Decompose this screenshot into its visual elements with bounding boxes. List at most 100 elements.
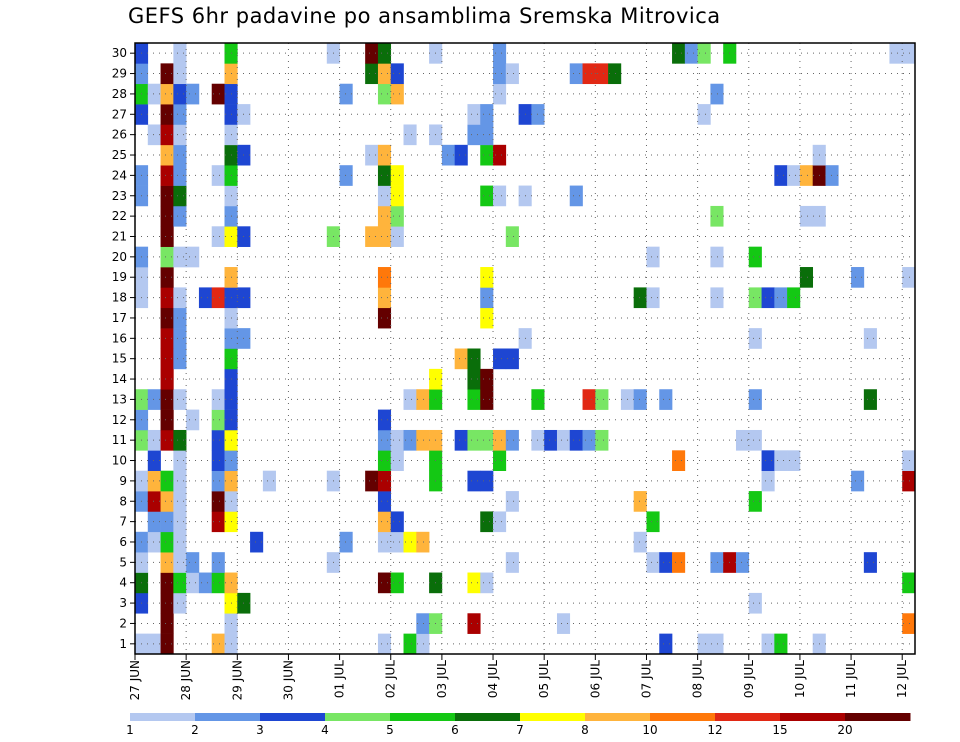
heatmap-cell [480, 124, 494, 146]
heatmap-cell [211, 165, 225, 186]
heatmap-cell [160, 368, 174, 390]
heatmap-cell [173, 429, 187, 451]
heatmap-cell [160, 205, 174, 227]
heatmap-cell [505, 552, 519, 573]
heatmap-cell [147, 83, 161, 105]
heatmap-cell [697, 43, 711, 64]
y-tick-label: 21 [112, 229, 127, 243]
heatmap-cell [633, 491, 647, 512]
heatmap-cell [416, 613, 430, 634]
heatmap-cell [774, 165, 788, 186]
x-tick-label: 01 JUL [333, 660, 347, 698]
heatmap-cell [799, 205, 814, 227]
heatmap-cell [173, 531, 187, 553]
x-tick-label: 06 JUL [588, 660, 602, 698]
heatmap-cell [774, 450, 788, 471]
heatmap-cell [198, 572, 213, 594]
heatmap-cell [390, 429, 404, 451]
y-tick-label: 24 [112, 168, 127, 182]
heatmap-cell [211, 470, 225, 492]
heatmap-cell [416, 531, 430, 553]
heatmap-cell [173, 246, 187, 268]
heatmap-cell [480, 470, 494, 492]
x-tick-label: 08 JUL [691, 660, 705, 698]
heatmap-cell [160, 572, 174, 594]
heatmap-cell [390, 531, 404, 553]
heatmap-cells [135, 43, 916, 655]
heatmap-cell [684, 43, 698, 64]
heatmap-cell [377, 307, 392, 329]
heatmap-cell [173, 205, 187, 227]
heatmap-cell [173, 572, 187, 594]
heatmap-cell [160, 328, 174, 349]
heatmap-cell [377, 470, 392, 492]
heatmap-cell [825, 165, 839, 186]
heatmap-cell [595, 389, 609, 410]
heatmap-cell [211, 491, 225, 512]
heatmap-cell [467, 429, 481, 451]
y-tick-label: 2 [119, 616, 127, 630]
heatmap-cell [173, 124, 187, 146]
heatmap-cell [748, 287, 762, 309]
heatmap-cell [710, 246, 724, 268]
heatmap-cell [480, 389, 494, 410]
heatmap-cell [147, 450, 161, 471]
heatmap-cell [441, 144, 455, 166]
heatmap-cell [160, 552, 174, 573]
heatmap-cell [480, 429, 494, 451]
heatmap-cell [211, 633, 225, 655]
heatmap-cell [735, 552, 750, 573]
colorbar-segment [455, 713, 521, 721]
heatmap-cell [569, 63, 583, 85]
heatmap-cell [160, 185, 174, 207]
heatmap-cell [416, 389, 430, 410]
heatmap-cell [211, 83, 225, 105]
heatmap-cell [173, 43, 187, 64]
heatmap-cell [390, 450, 404, 471]
heatmap-cell [480, 144, 494, 166]
heatmap-cell [851, 470, 865, 492]
colorbar-segment [390, 713, 456, 721]
heatmap-cell [787, 165, 801, 186]
heatmap-cell [480, 267, 494, 288]
heatmap-cell [365, 470, 379, 492]
heatmap-cell [467, 613, 481, 634]
heatmap-cell [646, 287, 660, 309]
heatmap-cell [493, 348, 507, 370]
heatmap-cell [390, 165, 404, 186]
heatmap-cell [390, 205, 404, 227]
heatmap-cell [160, 83, 174, 105]
grid-lines [135, 43, 915, 654]
heatmap-cell [454, 429, 468, 451]
heatmap-cell [761, 287, 775, 309]
heatmap-cell [748, 389, 762, 410]
heatmap-cell [160, 63, 174, 85]
heatmap-cell [633, 287, 647, 309]
heatmap-cell [467, 348, 481, 370]
heatmap-cell [160, 429, 174, 451]
y-tick-label: 17 [112, 311, 127, 325]
heatmap-cell [902, 613, 916, 634]
colorbar-segment [845, 713, 911, 721]
heatmap-cell [160, 613, 174, 634]
heatmap-cell [403, 429, 417, 451]
heatmap-cell [799, 165, 814, 186]
heatmap-cell [761, 450, 775, 471]
chart-title: GEFS 6hr padavine po ansamblima Sremska … [128, 4, 721, 28]
y-tick-label: 6 [119, 535, 127, 549]
heatmap-cell [454, 348, 468, 370]
heatmap-cell [454, 144, 468, 166]
heatmap-cell [863, 328, 877, 349]
heatmap-cell [390, 83, 404, 105]
heatmap-cell [505, 429, 519, 451]
x-tick-label: 07 JUL [639, 660, 653, 698]
heatmap-cell [211, 572, 225, 594]
heatmap-cell [480, 185, 494, 207]
y-tick-label: 13 [112, 392, 127, 406]
heatmap-cell [902, 267, 916, 288]
heatmap-cell [377, 226, 392, 247]
heatmap-cell [646, 552, 660, 573]
colorbar-label: 15 [772, 723, 787, 737]
heatmap-cell [480, 104, 494, 125]
heatmap-cell [211, 287, 225, 309]
